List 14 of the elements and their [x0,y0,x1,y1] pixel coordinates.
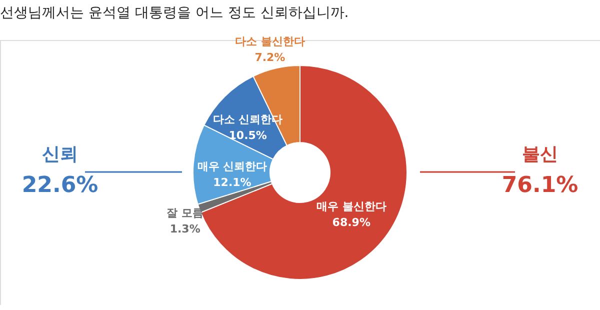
data-label: 12.1% [213,176,252,190]
text: 76.1% [502,173,578,198]
data-label: 68.9% [332,216,370,230]
data-label: 7.2% [254,50,286,64]
slice-label: 잘 모름 [166,206,204,220]
slice-label: 다소 불신한다 [235,34,305,48]
text: 신뢰 [42,144,78,165]
data-label: 10.5% [228,129,267,142]
slice-label: 매우 불신한다 [316,200,386,214]
slice-label: 매우 신뢰한다 [197,160,268,174]
chart-title: 선생님께서는 윤석열 대통령을 어느 정도 신뢰하십니까. [0,4,349,21]
text: 22.6% [22,173,98,198]
data-label: 1.3% [170,222,200,236]
text: 불신 [522,144,558,165]
